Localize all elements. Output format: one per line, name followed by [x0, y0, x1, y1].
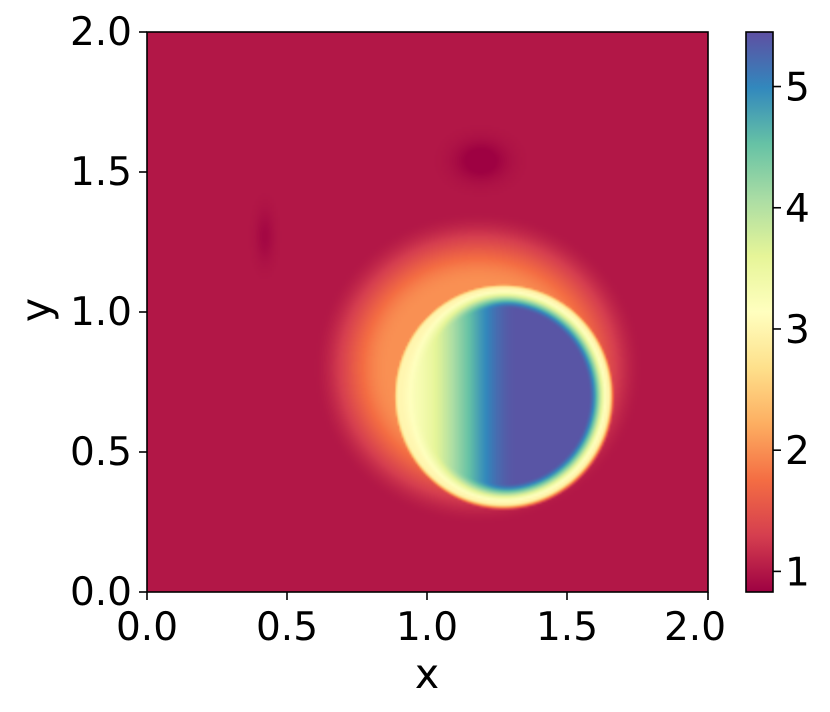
- colorbar-tick-label: 1: [785, 550, 810, 595]
- y-tick-label: 2.0: [70, 10, 132, 55]
- y-axis: 0.0 0.5 1.0 1.5 2.0 y: [12, 10, 147, 615]
- x-tick-label: 1.0: [396, 605, 458, 650]
- colorbar-tick-label: 5: [785, 66, 810, 111]
- y-tick-label: 1.5: [70, 150, 132, 195]
- x-tick-label: 2.0: [664, 605, 726, 650]
- y-tick-label: 0.0: [70, 570, 132, 615]
- y-tick-label: 0.5: [70, 430, 132, 475]
- x-tick-label: 0.5: [256, 605, 318, 650]
- plot-area: [146, 31, 709, 593]
- heatmap-image: [147, 32, 708, 592]
- colorbar-tick-label: 4: [785, 187, 810, 232]
- colorbar: 1 2 3 4 5: [745, 31, 810, 595]
- colorbar-bar: [746, 32, 773, 592]
- x-tick-label: 0.0: [116, 605, 178, 650]
- colorbar-tick-label: 3: [785, 308, 810, 353]
- x-tick-label: 1.5: [536, 605, 598, 650]
- colorbar-frame: [745, 31, 774, 593]
- x-axis: 0.0 0.5 1.0 1.5 2.0 x: [116, 592, 726, 698]
- colorbar-tick-label: 2: [785, 429, 810, 474]
- y-tick-label: 1.0: [70, 290, 132, 335]
- y-axis-label: y: [12, 298, 60, 322]
- x-axis-label: x: [415, 650, 439, 698]
